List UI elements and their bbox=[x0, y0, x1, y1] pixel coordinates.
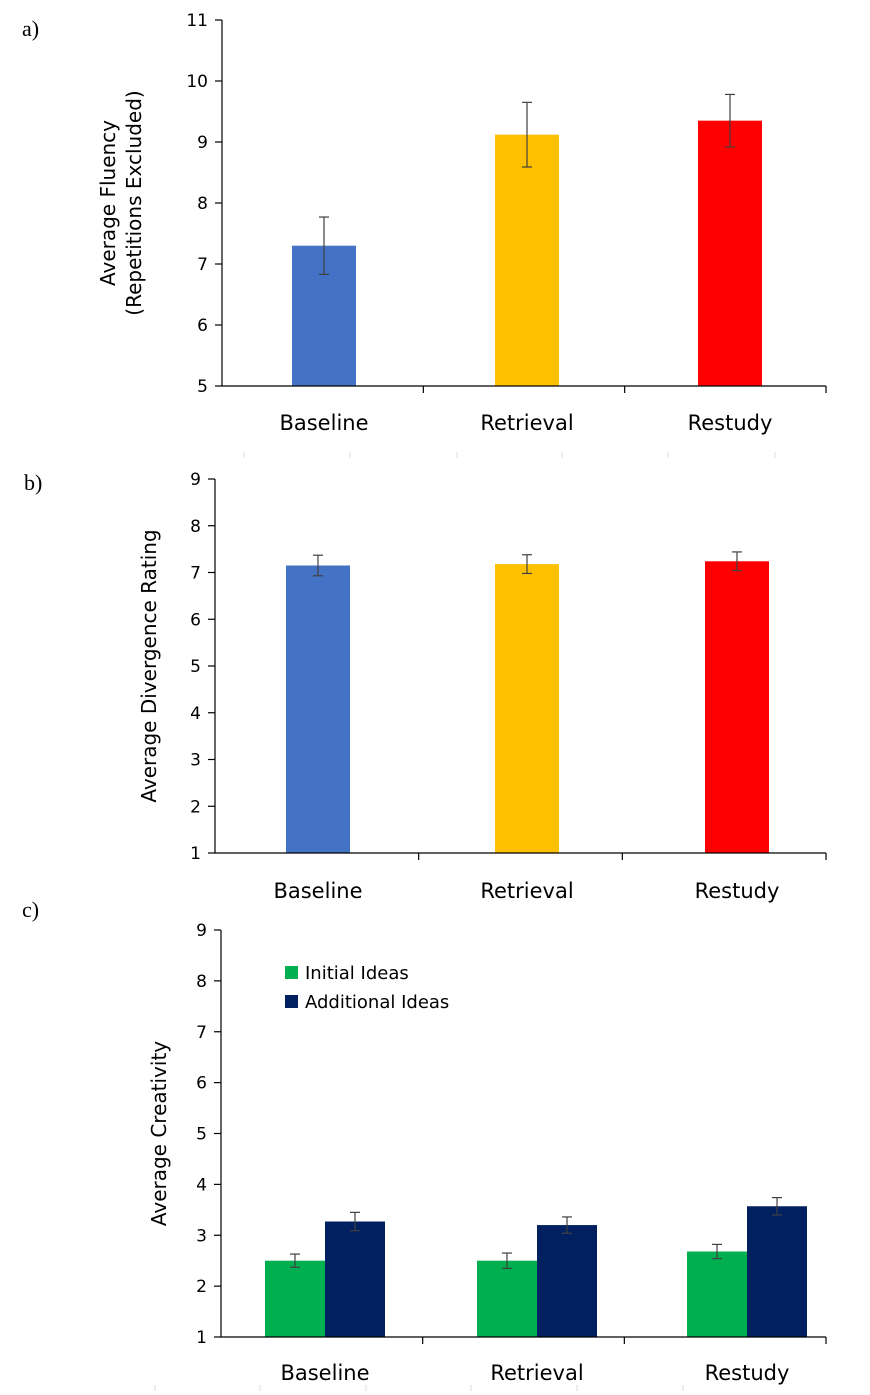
y-axis-title: (Repetitions Excluded) bbox=[122, 90, 146, 315]
y-tick-label: 11 bbox=[186, 11, 208, 31]
legend-label: Additional Ideas bbox=[305, 992, 449, 1013]
y-tick-label: 8 bbox=[197, 194, 208, 214]
y-tick-label: 6 bbox=[190, 610, 201, 630]
category-label: Restudy bbox=[695, 879, 780, 903]
category-label: Retrieval bbox=[490, 1361, 583, 1385]
legend-swatch bbox=[285, 995, 298, 1008]
category-label: Baseline bbox=[280, 1361, 369, 1385]
category-label: Restudy bbox=[688, 411, 773, 435]
y-tick-label: 5 bbox=[197, 377, 208, 397]
y-tick-label: 9 bbox=[190, 470, 201, 490]
panel-label: b) bbox=[24, 470, 42, 495]
bar-restudy-additional-ideas bbox=[747, 1206, 807, 1337]
y-tick-label: 5 bbox=[190, 657, 201, 677]
y-tick-label: 9 bbox=[196, 921, 207, 941]
y-tick-label: 1 bbox=[196, 1328, 207, 1348]
category-label: Baseline bbox=[279, 411, 368, 435]
y-axis-title: Average Divergence Rating bbox=[137, 529, 161, 802]
bar-baseline bbox=[286, 565, 350, 853]
y-tick-label: 7 bbox=[190, 564, 201, 584]
y-tick-label: 5 bbox=[196, 1125, 207, 1145]
category-label: Retrieval bbox=[480, 879, 573, 903]
legend-swatch bbox=[285, 966, 298, 979]
category-label: Retrieval bbox=[480, 411, 573, 435]
bar-retrieval-additional-ideas bbox=[537, 1225, 597, 1337]
bar-restudy bbox=[698, 120, 762, 387]
bar-restudy-initial-ideas bbox=[687, 1251, 747, 1337]
y-tick-label: 8 bbox=[196, 972, 207, 992]
y-tick-label: 6 bbox=[197, 316, 208, 336]
y-axis-title: Average Fluency bbox=[96, 120, 120, 286]
chart-panel-c: c) Baseline Retrieval Restudy 1 2 3 4 5 6 7 8 9 Avera… bbox=[22, 897, 827, 1391]
y-tick-label: 7 bbox=[197, 255, 208, 275]
legend-label: Initial Ideas bbox=[305, 963, 409, 984]
bar-retrieval-initial-ideas bbox=[477, 1260, 537, 1337]
y-tick-label: 1 bbox=[190, 844, 201, 864]
panel-label: a) bbox=[22, 16, 39, 41]
y-axis-title: Average Creativity bbox=[147, 1041, 171, 1226]
category-label: Baseline bbox=[273, 879, 362, 903]
y-tick-label: 2 bbox=[196, 1277, 207, 1297]
chart-panel-a: a) Baseline Retrieval Restudy 5 6 7 8 9 10 11 Avera… bbox=[22, 11, 827, 458]
category-label: Restudy bbox=[705, 1361, 790, 1385]
y-tick-label: 7 bbox=[196, 1023, 207, 1043]
bar-retrieval bbox=[495, 564, 559, 853]
y-tick-label: 3 bbox=[190, 751, 201, 771]
bar-baseline-additional-ideas bbox=[325, 1221, 385, 1337]
y-tick-label: 10 bbox=[186, 72, 208, 92]
bar-retrieval bbox=[495, 134, 559, 386]
y-tick-label: 6 bbox=[196, 1074, 207, 1094]
panel-label: c) bbox=[22, 897, 39, 922]
y-tick-label: 8 bbox=[190, 517, 201, 537]
y-tick-label: 9 bbox=[197, 133, 208, 153]
bar-restudy bbox=[705, 561, 769, 853]
y-tick-label: 2 bbox=[190, 797, 201, 817]
y-tick-label: 4 bbox=[196, 1175, 207, 1195]
bar-baseline-initial-ideas bbox=[265, 1260, 325, 1337]
y-tick-label: 3 bbox=[196, 1226, 207, 1246]
y-tick-label: 4 bbox=[190, 704, 201, 724]
chart-panel-b: b) Baseline Retrieval Restudy 1 2 3 4 5 6 7 8 9 Avera… bbox=[24, 470, 827, 903]
